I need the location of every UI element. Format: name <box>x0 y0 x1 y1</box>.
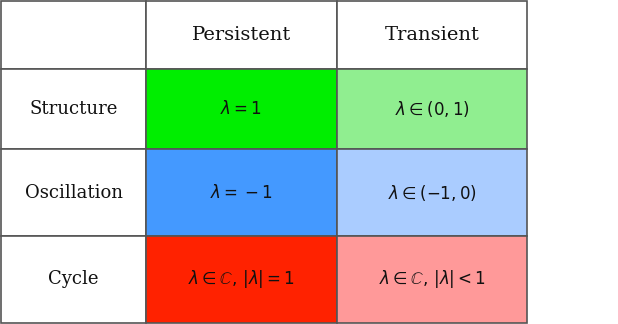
Bar <box>337 1 527 69</box>
Bar <box>1 1 146 69</box>
Bar <box>1 236 146 323</box>
Text: $\lambda \in (-1,0)$: $\lambda \in (-1,0)$ <box>387 182 476 202</box>
Bar <box>1 69 146 149</box>
Bar <box>146 236 337 323</box>
Text: Cycle: Cycle <box>48 270 99 288</box>
Text: Persistent: Persistent <box>192 26 291 44</box>
Text: $\lambda \in \mathbb{C},\, |\lambda| < 1$: $\lambda \in \mathbb{C},\, |\lambda| < 1… <box>379 268 486 290</box>
Bar <box>337 69 527 149</box>
Bar <box>1 149 146 236</box>
Text: Oscillation: Oscillation <box>25 183 123 202</box>
Text: $\lambda = -1$: $\lambda = -1$ <box>210 183 273 202</box>
Text: Transient: Transient <box>384 26 480 44</box>
Bar <box>337 236 527 323</box>
Bar <box>337 149 527 236</box>
Text: $\lambda = 1$: $\lambda = 1$ <box>220 100 263 118</box>
Bar <box>146 149 337 236</box>
Text: Structure: Structure <box>30 100 118 118</box>
Bar <box>146 1 337 69</box>
Text: $\lambda \in (0,1)$: $\lambda \in (0,1)$ <box>395 99 470 119</box>
Bar <box>146 69 337 149</box>
Text: $\lambda \in \mathbb{C},\, |\lambda| = 1$: $\lambda \in \mathbb{C},\, |\lambda| = 1… <box>188 268 295 290</box>
